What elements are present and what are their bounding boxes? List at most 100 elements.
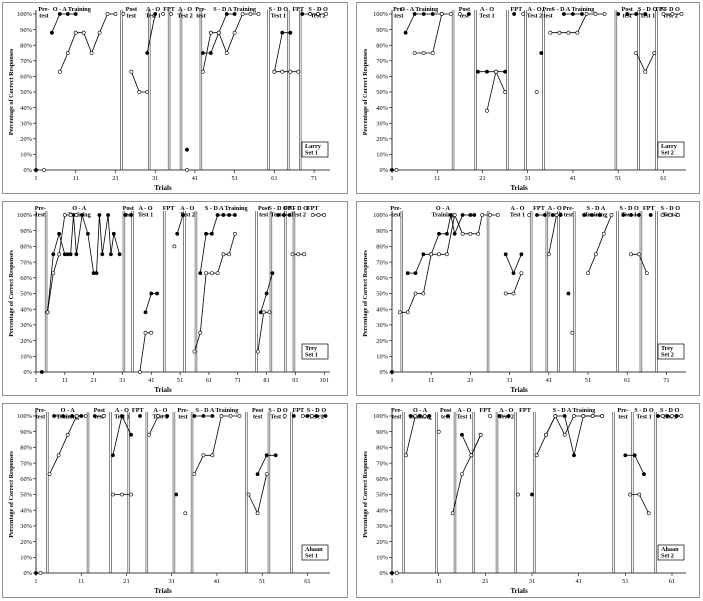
- x-tick-label: 41: [148, 377, 154, 384]
- x-tick-label: 11: [436, 578, 442, 585]
- phase-label: test: [543, 13, 553, 20]
- data-point-filled: [174, 492, 179, 497]
- participant-set: Set 1: [305, 150, 318, 157]
- data-point-filled: [100, 252, 105, 257]
- data-point-open: [593, 252, 598, 257]
- y-tick-label: 40%: [376, 306, 388, 313]
- data-point-open: [210, 453, 215, 458]
- phase-label: S - D O: [660, 407, 680, 414]
- data-point-filled: [582, 213, 587, 217]
- y-tick-label: 60%: [376, 74, 388, 81]
- data-point-open: [511, 291, 516, 296]
- data-point-filled: [111, 231, 116, 236]
- phase-label: A - O: [548, 205, 562, 212]
- panel-3: Percentage of Correct Responses 0% 10% 20% 3…: [2, 201, 348, 396]
- data-point-open: [57, 69, 62, 74]
- participant-name: Trey: [661, 345, 674, 352]
- data-point-open: [264, 472, 269, 477]
- data-point-open: [192, 472, 197, 477]
- phase-label: O - A Training: [53, 6, 92, 13]
- phase-label: Test 2: [177, 13, 192, 20]
- phase-label: Post: [126, 6, 138, 13]
- data-point-filled: [153, 12, 158, 16]
- phase-label: Pre-: [38, 6, 49, 13]
- data-point-filled: [94, 271, 99, 276]
- data-point-filled: [73, 12, 78, 16]
- phase-label: FPT: [163, 6, 176, 13]
- data-point-filled: [287, 213, 292, 217]
- y-tick-label: 90%: [20, 228, 32, 235]
- x-tick-label: 31: [119, 377, 125, 384]
- x-tick-label: 11: [73, 175, 79, 182]
- x-tick-label: 61: [660, 175, 666, 182]
- phase-label: Test 2: [662, 13, 677, 20]
- phase-label: test: [564, 212, 574, 219]
- data-point-filled: [460, 213, 465, 217]
- x-tick-label: 51: [585, 377, 591, 384]
- x-tick-label: 21: [123, 578, 129, 585]
- data-point-open: [129, 69, 134, 74]
- data-point-open: [652, 51, 657, 55]
- data-point-open: [145, 90, 150, 94]
- data-point-open: [89, 51, 94, 55]
- data-point-filled: [61, 414, 66, 418]
- phase-label: O - A: [61, 407, 76, 414]
- y-tick-label: 60%: [376, 476, 388, 483]
- phase-label: test: [618, 414, 628, 421]
- x-tick-label: 1: [34, 578, 37, 585]
- data-point-open: [495, 213, 500, 217]
- y-tick-label: 80%: [20, 244, 32, 251]
- data-point-filled: [412, 12, 417, 16]
- phase-label: S - D O: [307, 407, 327, 414]
- y-tick-label: 60%: [20, 476, 32, 483]
- panel-2: Percentage of Correct Responses 0% 10% 20% 3…: [356, 2, 700, 194]
- phase-label: O - A: [413, 407, 428, 414]
- x-tick-label: 21: [482, 578, 488, 585]
- data-point-open: [240, 12, 245, 16]
- data-point-open: [436, 429, 441, 434]
- phase-label: A - O: [153, 407, 167, 414]
- data-point-filled: [503, 252, 508, 257]
- x-tick-label: 41: [575, 578, 581, 585]
- data-point-filled: [323, 414, 328, 418]
- data-point-open: [670, 12, 675, 16]
- data-point-open: [204, 271, 209, 276]
- data-point-open: [129, 492, 133, 497]
- series-line-open: [548, 214, 557, 255]
- y-tick-label: 90%: [20, 27, 32, 34]
- data-point-filled: [111, 453, 115, 458]
- data-point-open: [413, 291, 418, 296]
- data-point-open: [192, 349, 197, 354]
- data-point-open: [394, 168, 399, 172]
- data-point-open: [548, 30, 553, 35]
- phase-label: Post: [252, 407, 264, 414]
- y-tick-label: 0%: [379, 369, 388, 376]
- phase-label: Test 1: [479, 13, 494, 20]
- data-point-open: [280, 69, 285, 74]
- data-point-filled: [466, 12, 471, 16]
- data-point-filled: [270, 271, 275, 276]
- data-point-open: [460, 472, 464, 477]
- phase-label: Training: [56, 414, 80, 421]
- y-tick-label: 40%: [20, 105, 32, 112]
- data-point-open: [45, 310, 50, 315]
- phase-label: Post: [622, 6, 634, 13]
- y-tick-label: 10%: [376, 354, 388, 361]
- data-point-filled: [209, 231, 214, 236]
- participant-set: Set 2: [661, 150, 674, 157]
- data-point-filled: [580, 12, 584, 16]
- data-point-open: [161, 12, 166, 16]
- y-axis-label: Percentage of Correct Responses: [8, 250, 15, 337]
- data-point-filled: [430, 12, 435, 16]
- x-tick-label: 61: [669, 578, 675, 585]
- data-point-open: [221, 252, 226, 257]
- data-point-filled: [452, 231, 457, 236]
- data-point-filled: [571, 12, 575, 16]
- x-tick-label: 11: [78, 578, 84, 585]
- data-point-filled: [446, 414, 450, 418]
- y-tick-label: 50%: [376, 492, 388, 499]
- data-point-filled: [512, 12, 517, 16]
- data-point-open: [405, 310, 410, 315]
- data-point-filled: [204, 231, 209, 236]
- x-tick-label: 11: [62, 377, 68, 384]
